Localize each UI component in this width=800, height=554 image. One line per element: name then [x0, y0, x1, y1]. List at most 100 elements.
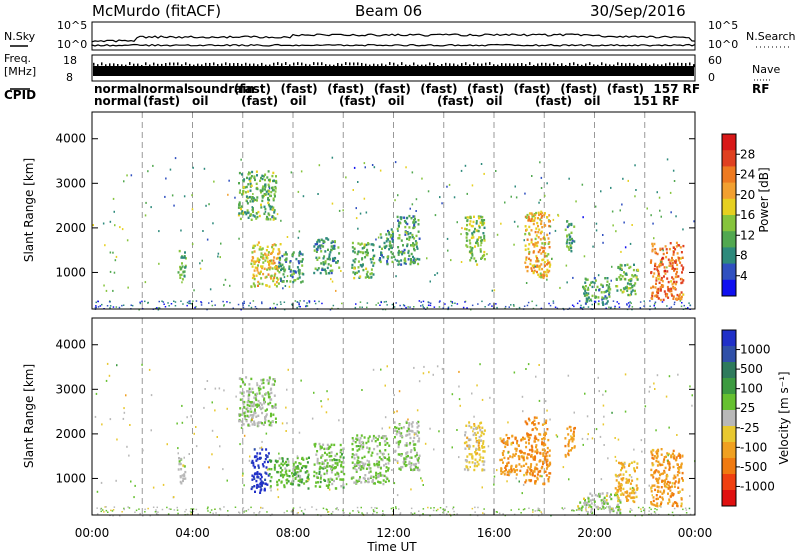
echo-cell	[385, 466, 388, 469]
echo-cell	[512, 468, 515, 471]
echo-cell	[412, 255, 414, 259]
echo-cell	[531, 175, 533, 177]
echo-cell	[256, 174, 258, 177]
echo-cell	[243, 510, 246, 512]
echo-cell	[248, 387, 251, 390]
echo-cell	[615, 459, 618, 462]
echo-cell	[399, 304, 401, 307]
echo-cell	[264, 178, 266, 182]
echo-cell	[337, 260, 339, 263]
echo-cell	[537, 509, 540, 511]
echo-cell	[670, 493, 673, 496]
echo-cell	[515, 465, 517, 468]
echo-cell	[364, 251, 367, 254]
echo-cell	[574, 426, 576, 430]
echo-cell	[248, 304, 250, 307]
echo-cell	[193, 432, 195, 435]
echo-cell	[407, 249, 410, 253]
echo-cell	[288, 475, 291, 478]
echo-cell	[302, 195, 305, 198]
echo-cell	[412, 242, 414, 245]
echo-cell	[653, 272, 656, 275]
echo-cell	[324, 459, 327, 462]
echo-cell	[332, 259, 335, 263]
echo-cell	[282, 273, 285, 276]
echo-cell	[270, 252, 272, 255]
cpid-entry: normal	[94, 94, 141, 108]
echo-cell	[610, 493, 612, 496]
echo-cell	[410, 422, 413, 426]
echo-cell	[387, 238, 390, 241]
echo-cell	[625, 477, 628, 481]
colorbar-segment	[722, 426, 736, 443]
nsearch-trace	[91, 43, 696, 47]
echo-cell	[502, 450, 505, 453]
echo-cell	[507, 451, 509, 454]
echo-cell	[104, 506, 106, 508]
echo-cell	[106, 305, 109, 307]
cpid-label: CPID	[4, 88, 36, 102]
echo-cell	[393, 306, 396, 308]
echo-cell	[355, 468, 358, 472]
echo-cell	[105, 509, 108, 512]
echo-cell	[501, 452, 504, 455]
echo-cell	[668, 307, 671, 310]
echo-cell	[460, 233, 462, 236]
echo-cell	[602, 506, 605, 509]
echo-cell	[525, 479, 528, 482]
echo-cell	[478, 448, 481, 451]
echo-cell	[255, 187, 258, 190]
echo-cell	[189, 300, 191, 302]
echo-cell	[258, 282, 261, 285]
echo-cell	[528, 507, 530, 509]
echo-cell	[298, 269, 301, 272]
echo-cell	[379, 169, 382, 172]
echo-cell	[413, 306, 415, 308]
echo-cell	[527, 466, 530, 469]
nave-mark	[653, 63, 655, 67]
echo-cell	[274, 267, 277, 270]
echo-cell	[254, 260, 257, 263]
echo-cell	[409, 262, 412, 266]
echo-cell	[495, 170, 497, 172]
echo-cell	[481, 445, 484, 448]
echo-cell	[665, 395, 668, 398]
echo-cell	[379, 260, 382, 264]
echo-cell	[653, 267, 656, 271]
echo-cell	[680, 291, 683, 294]
echo-cell	[249, 176, 252, 180]
echo-cell	[542, 482, 545, 486]
echo-cell	[293, 279, 296, 282]
echo-cell	[617, 505, 620, 509]
echo-cell	[289, 274, 292, 277]
echo-cell	[524, 192, 526, 195]
echo-cell	[465, 228, 468, 231]
echo-cell	[634, 282, 637, 285]
echo-cell	[142, 449, 144, 452]
echo-cell	[116, 364, 118, 367]
echo-cell	[466, 245, 469, 248]
echo-cell	[237, 206, 240, 209]
echo-cell	[408, 254, 410, 257]
echo-cell	[630, 290, 633, 293]
echo-cell	[288, 285, 291, 288]
echo-cell	[544, 421, 547, 425]
echo-cell	[380, 236, 383, 239]
echo-cell	[475, 229, 478, 232]
echo-cell	[244, 414, 247, 418]
echo-cell	[184, 257, 187, 260]
colorbar-tick-label: 25	[740, 401, 755, 415]
echo-cell	[524, 244, 527, 247]
echo-cell	[502, 461, 504, 464]
echo-cell	[548, 224, 551, 228]
echo-cell	[279, 243, 282, 246]
echo-cell	[276, 276, 279, 280]
echo-cell	[400, 454, 403, 457]
echo-cell	[307, 478, 310, 481]
echo-cell	[533, 474, 536, 478]
echo-cell	[409, 261, 412, 264]
echo-cell	[267, 203, 270, 206]
echo-cell	[538, 509, 541, 512]
echo-cell	[95, 392, 98, 395]
